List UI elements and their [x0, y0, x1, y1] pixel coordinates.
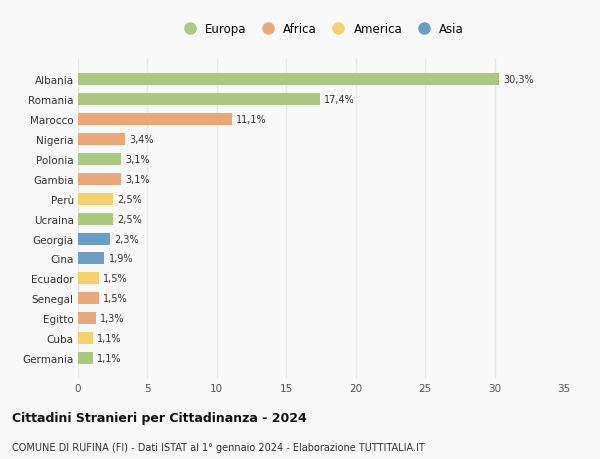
Text: 1,9%: 1,9%: [109, 254, 133, 264]
Bar: [78, 154, 121, 166]
Bar: [78, 273, 99, 285]
Text: 11,1%: 11,1%: [236, 115, 267, 125]
Bar: [78, 313, 96, 325]
Bar: [78, 114, 232, 126]
Text: 1,5%: 1,5%: [103, 274, 128, 284]
Legend: Europa, Africa, America, Asia: Europa, Africa, America, Asia: [176, 21, 466, 39]
Bar: [78, 233, 110, 245]
Bar: [78, 74, 499, 86]
Text: 2,3%: 2,3%: [114, 234, 139, 244]
Text: 2,5%: 2,5%: [117, 194, 142, 204]
Bar: [78, 174, 121, 185]
Bar: [78, 352, 93, 364]
Text: 3,1%: 3,1%: [125, 174, 150, 185]
Bar: [78, 94, 320, 106]
Bar: [78, 213, 113, 225]
Text: Cittadini Stranieri per Cittadinanza - 2024: Cittadini Stranieri per Cittadinanza - 2…: [12, 412, 307, 425]
Bar: [78, 253, 104, 265]
Text: 3,4%: 3,4%: [130, 135, 154, 145]
Bar: [78, 293, 99, 305]
Text: COMUNE DI RUFINA (FI) - Dati ISTAT al 1° gennaio 2024 - Elaborazione TUTTITALIA.: COMUNE DI RUFINA (FI) - Dati ISTAT al 1°…: [12, 442, 425, 452]
Text: 3,1%: 3,1%: [125, 155, 150, 165]
Bar: [78, 134, 125, 146]
Text: 2,5%: 2,5%: [117, 214, 142, 224]
Bar: [78, 332, 93, 344]
Text: 1,5%: 1,5%: [103, 294, 128, 303]
Text: 30,3%: 30,3%: [503, 75, 533, 85]
Text: 1,1%: 1,1%: [97, 353, 122, 363]
Text: 1,3%: 1,3%: [100, 313, 125, 324]
Text: 17,4%: 17,4%: [324, 95, 355, 105]
Text: 1,1%: 1,1%: [97, 333, 122, 343]
Bar: [78, 193, 113, 205]
